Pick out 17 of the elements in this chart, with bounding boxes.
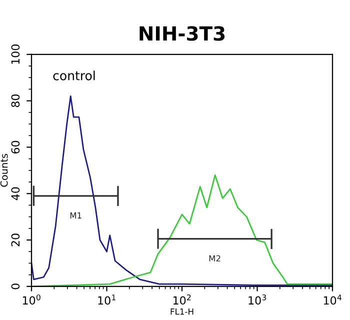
x-tick-label: 10$^{2}$ [173,294,191,305]
y-tick-label: 20 [11,234,20,246]
x-tick-label: 10$^{0}$ [22,294,40,305]
annotation: control [53,70,95,80]
x-tick-label: 10$^{3}$ [248,294,266,305]
series-label: M1 [70,212,82,218]
x-tick-label: 10$^{4}$ [324,294,342,305]
y-tick-label: 40 [11,187,20,200]
y-tick-label: 80 [11,94,20,108]
y-axis-title: Counts [0,154,8,187]
series-label: M2 [209,255,220,262]
y-tick-label: 60 [11,140,20,154]
x-tick-label: 10$^{1}$ [98,294,116,305]
y-tick-label: 100 [11,44,20,64]
chart-title: NIH-3T3 [140,26,225,41]
x-axis-title: FL1-H [170,308,194,315]
y-tick-label: 0 [11,284,20,290]
